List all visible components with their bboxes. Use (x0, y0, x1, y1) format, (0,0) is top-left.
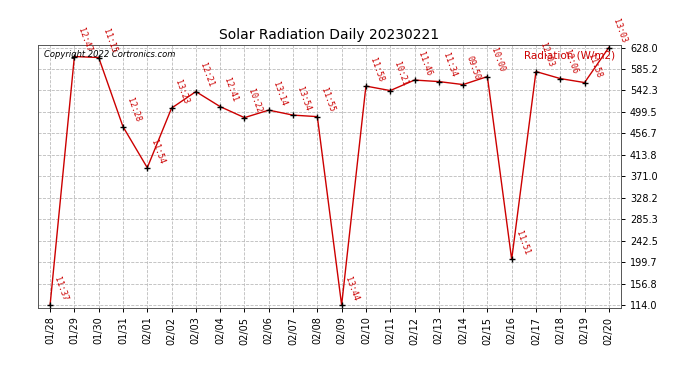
Text: 12:28: 12:28 (125, 97, 142, 124)
Text: 13:03: 13:03 (611, 18, 628, 45)
Text: 12:06: 12:06 (562, 49, 579, 75)
Text: 10:21: 10:21 (392, 61, 409, 88)
Text: 10:22: 10:22 (246, 88, 264, 115)
Text: 12:41: 12:41 (222, 77, 239, 104)
Text: 11:46: 11:46 (417, 51, 433, 77)
Text: 13:44: 13:44 (344, 275, 361, 302)
Text: 10:00: 10:00 (489, 47, 506, 74)
Text: 11:15: 11:15 (101, 28, 117, 54)
Text: 11:55: 11:55 (319, 87, 336, 114)
Text: 12:03: 12:03 (538, 42, 555, 69)
Title: Solar Radiation Daily 20230221: Solar Radiation Daily 20230221 (219, 28, 440, 42)
Text: 11:58: 11:58 (368, 57, 385, 83)
Text: 13:14: 13:14 (270, 81, 288, 107)
Text: 11:37: 11:37 (52, 275, 69, 302)
Text: Radiation (W/m2): Radiation (W/m2) (524, 50, 615, 60)
Text: 11:34: 11:34 (441, 52, 457, 79)
Text: 11:51: 11:51 (513, 230, 531, 256)
Text: 11:58: 11:58 (586, 53, 604, 80)
Text: Copyright 2022 Cortronics.com: Copyright 2022 Cortronics.com (43, 50, 175, 59)
Text: 13:54: 13:54 (295, 86, 312, 112)
Text: 12:47: 12:47 (77, 27, 93, 54)
Text: 13:23: 13:23 (173, 78, 190, 105)
Text: 11:54: 11:54 (149, 138, 166, 165)
Text: 09:50: 09:50 (465, 55, 482, 82)
Text: 12:21: 12:21 (198, 62, 215, 88)
